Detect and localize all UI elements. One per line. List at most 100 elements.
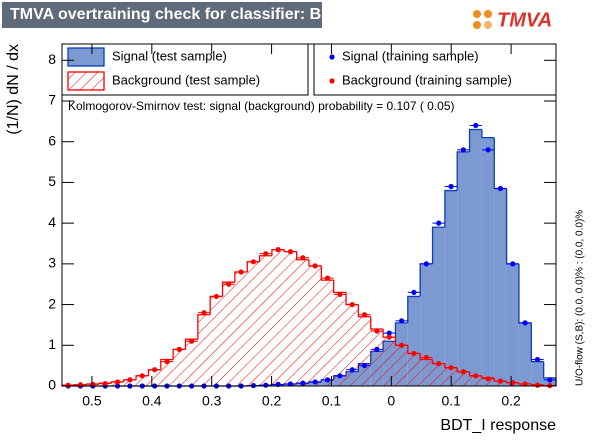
histogram-outline (296, 251, 309, 261)
logo-dot (473, 21, 481, 29)
histogram-bar (457, 371, 470, 386)
histogram-bar (432, 227, 445, 386)
y-axis-label: (1/N) dN / dx (5, 44, 22, 135)
legend-swatch (67, 47, 105, 67)
histogram-outline (370, 316, 384, 330)
logo-dot (484, 21, 492, 29)
data-point (287, 249, 294, 255)
plot-frame (61, 43, 557, 387)
histogram-bar (136, 375, 149, 386)
data-point (460, 369, 466, 375)
data-point (102, 380, 108, 387)
data-point (263, 382, 269, 388)
histogram-bar (481, 137, 495, 386)
data-point (324, 275, 331, 281)
legend-label: Signal (test sample) (112, 48, 227, 63)
annotation: Kolmogorov-Smirnov test: signal (backgro… (68, 99, 455, 113)
y-tick-label: 7 (48, 92, 56, 108)
histogram-bar (395, 345, 408, 386)
data-point (473, 122, 479, 129)
data-point (238, 269, 244, 275)
data-point (485, 147, 491, 153)
x-tick-label: 0.2 (262, 393, 282, 409)
data-point (152, 367, 158, 373)
data-point (349, 301, 355, 308)
histogram-outline (407, 295, 421, 323)
histogram-outline (530, 322, 544, 363)
side-note: U/O-flow (S,B): (0.0, 0.0)% : (0.0, 0.0)… (575, 210, 586, 386)
x-tick-label: 0.1 (322, 393, 342, 409)
histogram-bar (296, 259, 309, 386)
histogram-bar (173, 349, 186, 386)
data-point (386, 334, 392, 340)
histogram-bar (234, 272, 248, 386)
data-point (473, 373, 479, 379)
histogram-bar (185, 339, 198, 386)
histogram-bar (160, 359, 174, 386)
x-tick-label: 0.5 (82, 393, 102, 409)
histogram-bar (420, 359, 433, 386)
data-point (510, 261, 516, 267)
legend-label: Background (test sample) (112, 72, 260, 87)
histogram-bar (494, 188, 507, 386)
x-tick-label: 0.3 (202, 393, 222, 409)
histogram-bar (346, 304, 359, 386)
data-point (361, 363, 368, 369)
histogram-bar (370, 329, 384, 386)
histogram-bar (210, 296, 223, 386)
data-point (337, 291, 343, 297)
histogram-outline (320, 265, 334, 281)
histogram-bar (407, 353, 421, 386)
histogram-bar (420, 263, 433, 386)
y-tick-label: 4 (48, 214, 56, 230)
data-point (312, 379, 318, 385)
legend-swatch (67, 71, 105, 91)
data-point (534, 382, 541, 388)
histogram-bar (309, 265, 322, 386)
histogram-bar (469, 129, 482, 386)
data-point (411, 350, 417, 357)
y-tick-label: 3 (48, 255, 56, 271)
logo: TMVA (473, 9, 552, 31)
data-point (164, 358, 170, 365)
histogram-bar (457, 151, 470, 386)
y-tick-label: 6 (48, 132, 56, 148)
data-point (411, 289, 417, 295)
x-tick-label: 0.4 (142, 393, 162, 409)
histogram-bar (123, 379, 137, 386)
data-point (361, 312, 368, 318)
histogram-bar (469, 375, 482, 386)
histogram-outline (357, 304, 371, 318)
y-tick-label: 0 (48, 377, 56, 393)
histogram-bar (222, 282, 235, 386)
data-point (423, 261, 429, 267)
legend-marker (329, 78, 335, 84)
legend: Signal (test sample) Background (test sam… (67, 47, 512, 91)
data-point (127, 377, 133, 383)
histogram-outline (221, 281, 235, 297)
histogram-bar (271, 249, 285, 386)
histogram-outline (394, 322, 408, 342)
histogram-outline (419, 353, 433, 361)
histogram-bar (383, 337, 396, 386)
histogram-outline (456, 151, 470, 191)
data-point (213, 293, 219, 300)
histogram-bar (197, 314, 211, 386)
data-point (300, 255, 306, 261)
data-point (349, 367, 355, 373)
y-tick-label: 5 (48, 173, 56, 189)
data-point (176, 346, 182, 352)
data-point (114, 379, 121, 385)
title-box (2, 2, 322, 28)
data-point (436, 220, 442, 226)
data-point (65, 382, 71, 388)
data-point (139, 373, 145, 379)
logo-dot (484, 10, 492, 18)
histogram-bar (531, 361, 544, 386)
data-point (485, 376, 491, 382)
histogram-bar (506, 263, 519, 386)
data-point (399, 342, 405, 348)
data-point (275, 247, 281, 253)
logo-dot (473, 10, 481, 18)
